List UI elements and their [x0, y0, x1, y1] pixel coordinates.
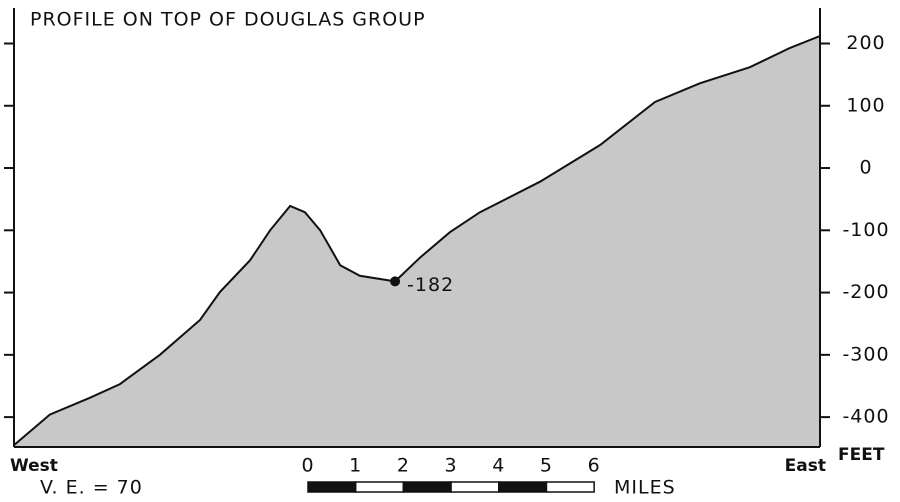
area-fill [14, 36, 820, 447]
scale-tick-label: 6 [588, 455, 601, 477]
east-label: East [785, 456, 826, 476]
scale-segment [402, 481, 452, 493]
y-tick-label: -300 [842, 343, 889, 365]
y-axis-label: FEET [838, 445, 885, 465]
y-tick-label: 100 [846, 94, 885, 116]
y-tick-label: -400 [842, 406, 889, 428]
scale-segment [450, 481, 500, 493]
scale-segment [545, 481, 595, 493]
scale-tick-label: 4 [492, 455, 505, 477]
scale-segment [498, 481, 548, 493]
west-label: West [10, 456, 58, 476]
scale-tick-label: 5 [540, 455, 553, 477]
scale-tick-label: 0 [301, 455, 314, 477]
y-tick-label: 200 [846, 32, 885, 54]
scale-tick-label: 1 [349, 455, 362, 477]
scale-segment [354, 481, 405, 493]
point-label: -182 [407, 274, 454, 296]
y-tick-label: -200 [842, 281, 889, 303]
scale-label: MILES [614, 477, 676, 499]
chart-title: PROFILE ON TOP OF DOUGLAS GROUP [30, 9, 426, 31]
y-tick-label: 0 [859, 157, 872, 179]
y-tick-label: -100 [842, 219, 889, 241]
marked-point [390, 276, 401, 287]
scale-segment [307, 481, 357, 493]
profile-line [13, 35, 821, 446]
ve-note: V. E. = 70 [40, 477, 143, 499]
scale-tick-label: 2 [397, 455, 410, 477]
scale-tick-label: 3 [445, 455, 458, 477]
